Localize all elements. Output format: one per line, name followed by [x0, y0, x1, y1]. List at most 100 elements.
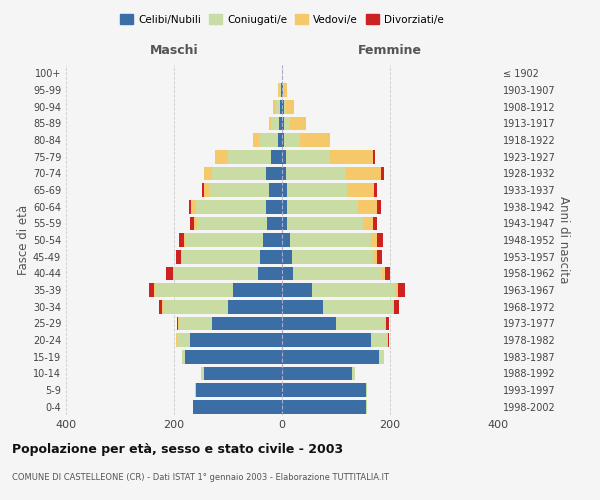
Bar: [282, 116, 284, 130]
Bar: [385, 316, 386, 330]
Bar: [366, 400, 367, 413]
Bar: [181, 250, 182, 264]
Bar: [176, 316, 178, 330]
Bar: [312, 283, 395, 297]
Bar: [286, 166, 346, 180]
Text: Femmine: Femmine: [358, 44, 422, 57]
Bar: [160, 300, 162, 314]
Bar: [178, 316, 179, 330]
Bar: [284, 100, 286, 114]
Bar: [188, 200, 191, 213]
Bar: [194, 383, 196, 397]
Y-axis label: Anni di nascita: Anni di nascita: [557, 196, 569, 284]
Bar: [282, 333, 371, 347]
Bar: [373, 250, 377, 264]
Bar: [269, 116, 271, 130]
Bar: [162, 300, 163, 314]
Bar: [286, 150, 329, 164]
Bar: [196, 200, 266, 213]
Bar: [282, 283, 312, 297]
Bar: [347, 183, 374, 197]
Bar: [282, 233, 290, 247]
Bar: [282, 216, 287, 230]
Bar: [253, 133, 259, 147]
Bar: [266, 200, 282, 213]
Bar: [292, 250, 373, 264]
Bar: [377, 200, 381, 213]
Bar: [182, 350, 185, 364]
Bar: [280, 100, 282, 114]
Bar: [366, 383, 367, 397]
Bar: [336, 316, 385, 330]
Bar: [287, 183, 347, 197]
Bar: [346, 166, 381, 180]
Bar: [282, 83, 283, 97]
Text: COMUNE DI CASTELLEONE (CR) - Dati ISTAT 1° gennaio 2003 - Elaborazione TUTTITALI: COMUNE DI CASTELLEONE (CR) - Dati ISTAT …: [12, 472, 389, 482]
Bar: [377, 250, 382, 264]
Y-axis label: Fasce di età: Fasce di età: [17, 205, 30, 275]
Bar: [179, 316, 212, 330]
Bar: [191, 200, 196, 213]
Bar: [388, 333, 389, 347]
Bar: [201, 366, 204, 380]
Bar: [395, 283, 398, 297]
Bar: [212, 166, 266, 180]
Bar: [266, 166, 282, 180]
Bar: [363, 216, 373, 230]
Bar: [149, 283, 154, 297]
Bar: [282, 133, 284, 147]
Bar: [371, 233, 377, 247]
Bar: [281, 83, 282, 97]
Bar: [166, 266, 173, 280]
Bar: [282, 366, 352, 380]
Bar: [263, 233, 282, 247]
Bar: [184, 233, 185, 247]
Bar: [185, 350, 282, 364]
Bar: [228, 150, 271, 164]
Bar: [204, 183, 209, 197]
Bar: [182, 250, 260, 264]
Bar: [282, 166, 286, 180]
Bar: [259, 133, 278, 147]
Bar: [392, 300, 394, 314]
Bar: [258, 266, 282, 280]
Bar: [394, 300, 398, 314]
Bar: [282, 250, 292, 264]
Bar: [190, 333, 282, 347]
Bar: [267, 216, 282, 230]
Bar: [377, 233, 383, 247]
Bar: [176, 250, 181, 264]
Bar: [358, 200, 377, 213]
Bar: [163, 300, 228, 314]
Bar: [282, 150, 286, 164]
Bar: [373, 150, 376, 164]
Bar: [179, 233, 184, 247]
Bar: [174, 266, 258, 280]
Bar: [271, 150, 282, 164]
Bar: [282, 200, 287, 213]
Bar: [385, 266, 390, 280]
Bar: [271, 116, 280, 130]
Bar: [371, 333, 388, 347]
Bar: [300, 133, 329, 147]
Bar: [274, 100, 276, 114]
Bar: [276, 100, 280, 114]
Bar: [155, 283, 233, 297]
Bar: [398, 283, 404, 297]
Bar: [282, 100, 284, 114]
Bar: [382, 266, 385, 280]
Bar: [197, 216, 267, 230]
Bar: [233, 283, 282, 297]
Text: Popolazione per età, sesso e stato civile - 2003: Popolazione per età, sesso e stato civil…: [12, 442, 343, 456]
Bar: [286, 100, 295, 114]
Bar: [204, 166, 212, 180]
Bar: [386, 316, 389, 330]
Bar: [282, 350, 379, 364]
Bar: [176, 333, 190, 347]
Text: Maschi: Maschi: [149, 44, 199, 57]
Bar: [293, 266, 382, 280]
Bar: [283, 83, 284, 97]
Bar: [379, 350, 383, 364]
Bar: [280, 116, 282, 130]
Bar: [290, 233, 371, 247]
